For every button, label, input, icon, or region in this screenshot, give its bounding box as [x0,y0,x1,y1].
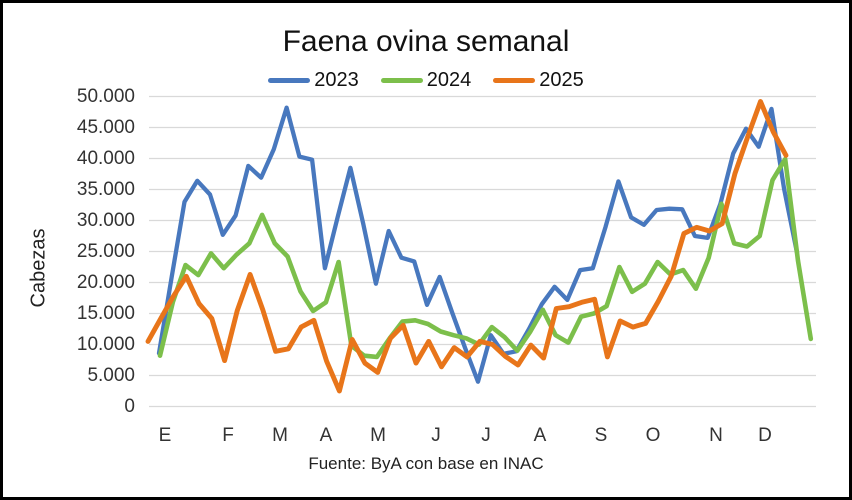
y-tick-label: 25.000 [76,240,135,262]
legend-label: 2024 [426,69,472,91]
y-tick-label: 10.000 [76,333,135,355]
x-tick-label-M: M [370,425,386,446]
y-tick-label: 35.000 [76,178,135,200]
legend-line-swatch [380,78,423,83]
series-2024-line [157,156,814,360]
y-tick-label: 45.000 [76,116,135,138]
series-2025-line [145,99,789,394]
y-tick-label: 50.000 [76,85,135,107]
x-tick-label-A: A [319,425,333,446]
x-tick-label-J: J [481,425,491,446]
x-tick-label-D: D [758,425,772,446]
series-2023-line [156,105,800,384]
y-tick-label: 20.000 [76,271,135,293]
source-caption: Fuente: ByA con base en INAC [308,454,544,473]
chart-title: Faena ovina semanal [282,25,570,58]
y-axis-title: Cabezas [27,228,50,308]
plot-area [145,95,816,408]
legend-item-2024: 2024 [380,69,472,92]
legend-label: 2025 [539,69,584,91]
x-tick-label-A: A [533,425,547,446]
x-tick-label-N: N [709,425,723,446]
legend-item-2025: 2025 [493,69,584,92]
y-tick-label: 0 [124,395,135,417]
x-tick-label-F: F [222,425,234,446]
y-tick-label: 30.000 [76,209,135,231]
x-tick-label-O: O [645,425,661,446]
legend: 2023 2024 2025 [3,69,849,92]
x-tick-label-E: E [158,425,172,446]
x-tick-label-M: M [272,425,288,446]
legend-label: 2023 [314,69,359,91]
x-tick-label-S: S [594,425,608,446]
y-tick-label: 15.000 [76,302,135,324]
y-tick-label: 40.000 [76,147,135,169]
legend-line-swatch [493,78,536,83]
legend-item-2023: 2023 [268,69,359,92]
x-tick-label-J: J [431,425,441,446]
y-tick-label: 5.000 [87,364,135,386]
legend-line-swatch [268,78,311,83]
